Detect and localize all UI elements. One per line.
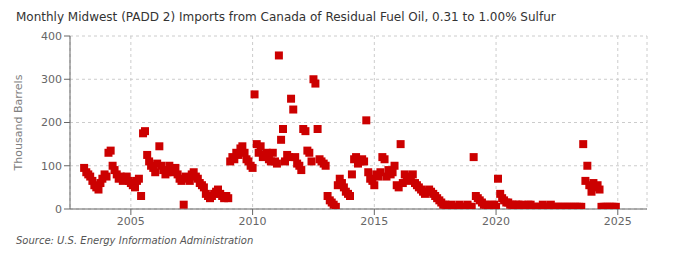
- svg-text:2015: 2015: [360, 215, 388, 228]
- svg-text:400: 400: [41, 30, 62, 43]
- svg-text:0: 0: [55, 203, 62, 216]
- html-text:Monthly Midwest (PADD 2) Impor: Monthly Midwest (PADD 2) Imports from Ca…: [16, 10, 556, 24]
- html-text:Source: U.S. Energy Informatio: Source: U.S. Energy Information Administ…: [16, 235, 254, 246]
- svg-text:2010: 2010: [239, 215, 267, 228]
- svg-text:2005: 2005: [117, 215, 145, 228]
- svg-text:100: 100: [41, 160, 62, 173]
- svg-text:Thousand Barrels: Thousand Barrels: [12, 74, 25, 171]
- svg-text:2020: 2020: [482, 215, 510, 228]
- svg-text:2025: 2025: [604, 215, 632, 228]
- svg-text:300: 300: [41, 73, 62, 86]
- svg-text:200: 200: [41, 116, 62, 129]
